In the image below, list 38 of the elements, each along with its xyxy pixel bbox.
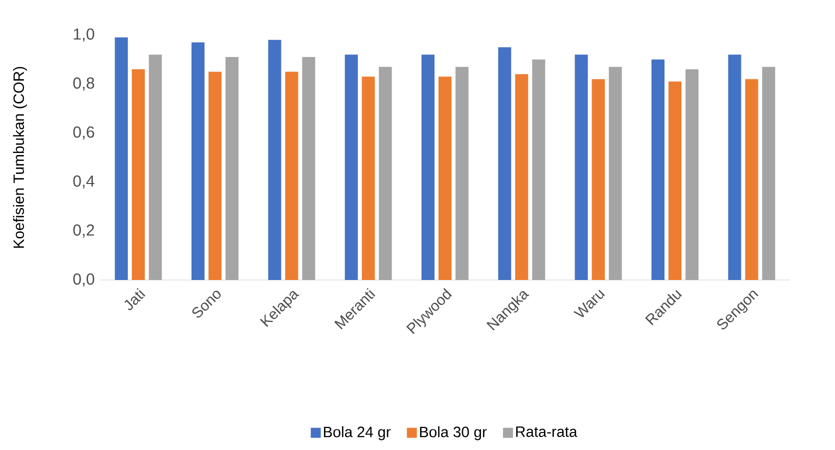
bar xyxy=(362,76,375,280)
legend-label: Bola 24 gr xyxy=(324,426,391,440)
bar xyxy=(762,66,776,280)
bar xyxy=(608,66,622,280)
bar xyxy=(226,57,239,280)
y-tick-label: 0,8 xyxy=(73,77,94,91)
bar xyxy=(268,40,282,280)
y-tick-label: 0,6 xyxy=(73,126,94,140)
y-tick-label: 0,0 xyxy=(73,273,94,287)
bar xyxy=(515,74,528,280)
bar xyxy=(344,54,358,280)
bar xyxy=(686,69,698,280)
legend-label: Rata-rata xyxy=(516,426,578,437)
y-tick-label: 0,4 xyxy=(73,175,94,189)
bar xyxy=(456,66,469,280)
y-axis-title: Koefisien Tumbukan (COR) xyxy=(13,66,27,248)
legend-label: Bola 30 gr xyxy=(420,426,487,440)
bar xyxy=(438,76,452,280)
bar xyxy=(532,59,546,280)
y-tick-label: 1,0 xyxy=(74,28,94,42)
bar xyxy=(114,37,128,280)
x-tick-label: Jati xyxy=(124,288,146,310)
bar xyxy=(652,59,664,280)
bar xyxy=(302,57,316,280)
bar xyxy=(422,54,435,280)
bar xyxy=(592,79,605,280)
bar xyxy=(378,66,392,280)
bar xyxy=(192,42,205,280)
bar xyxy=(498,47,512,280)
y-tick-label: 0,2 xyxy=(73,224,94,238)
bar xyxy=(148,54,162,280)
bar xyxy=(745,79,758,280)
bar xyxy=(285,72,298,280)
bar xyxy=(728,54,742,280)
bar xyxy=(208,72,222,280)
bar xyxy=(668,82,682,280)
bar xyxy=(574,54,588,280)
bar xyxy=(132,69,145,280)
